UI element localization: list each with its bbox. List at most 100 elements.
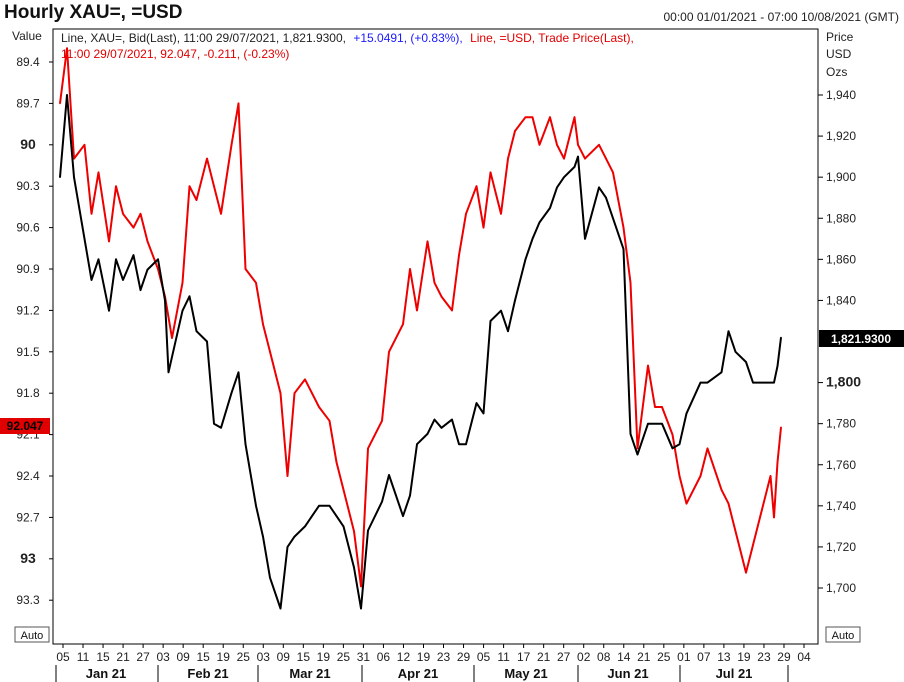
left-current-badge bbox=[0, 418, 50, 434]
usd-point bbox=[482, 226, 485, 229]
xau-point bbox=[531, 238, 534, 240]
left-auto-button[interactable] bbox=[14, 626, 50, 643]
xau-point bbox=[97, 258, 100, 261]
right-axis-title-2: USD bbox=[826, 47, 852, 61]
xau-point bbox=[83, 238, 86, 240]
usd-point bbox=[538, 144, 541, 146]
usd-point bbox=[500, 213, 502, 215]
usd-point bbox=[353, 530, 355, 532]
xau-point bbox=[661, 422, 663, 425]
usd-point bbox=[230, 144, 233, 146]
xau-point bbox=[720, 371, 723, 374]
xau-point bbox=[780, 336, 782, 339]
right-tick-label: 1,920 bbox=[826, 129, 856, 143]
x-tick-label: 21 bbox=[116, 650, 130, 664]
x-tick-label: 27 bbox=[557, 650, 571, 664]
xau-point bbox=[769, 381, 772, 384]
left-tick-label: 91.2 bbox=[16, 303, 40, 317]
left-auto-label: Auto bbox=[21, 630, 44, 642]
x-tick-label: 06 bbox=[377, 650, 391, 664]
left-tick-label: 93 bbox=[20, 550, 36, 566]
x-tick-label: 29 bbox=[777, 650, 791, 664]
xau-point bbox=[514, 299, 516, 302]
usd-point bbox=[409, 268, 411, 270]
xau-point bbox=[538, 221, 541, 224]
xau-point bbox=[584, 238, 586, 240]
usd-point bbox=[195, 199, 198, 201]
usd-point bbox=[328, 420, 331, 422]
right-current-badge bbox=[819, 330, 904, 347]
x-tick-label: 08 bbox=[597, 650, 611, 664]
xau-point bbox=[734, 351, 737, 353]
month-label: Jan 21 bbox=[86, 666, 126, 681]
xau-point bbox=[489, 320, 492, 322]
xau-point bbox=[255, 505, 257, 507]
xau-point bbox=[90, 279, 93, 281]
usd-point bbox=[577, 144, 579, 146]
left-current-value: 92.047 bbox=[7, 419, 44, 433]
xau-point bbox=[139, 289, 142, 291]
usd-point bbox=[279, 392, 282, 395]
usd-point bbox=[181, 282, 184, 284]
x-tick-label: 21 bbox=[537, 650, 551, 664]
xau-point bbox=[440, 427, 443, 429]
usd-point bbox=[647, 364, 649, 367]
x-tick-label: 13 bbox=[717, 650, 731, 664]
usd-point bbox=[524, 116, 527, 118]
right-tick-label: 1,860 bbox=[826, 252, 856, 266]
xau-point bbox=[416, 443, 418, 446]
xau-point bbox=[433, 418, 436, 421]
usd-point bbox=[458, 254, 460, 256]
usd-point bbox=[622, 226, 625, 229]
right-axis-title-1: Price bbox=[826, 30, 854, 44]
xau-point bbox=[727, 330, 730, 333]
xau-point bbox=[360, 607, 362, 610]
usd-point bbox=[139, 213, 142, 215]
xau-point bbox=[752, 381, 754, 384]
left-tick-label: 90.3 bbox=[16, 179, 40, 193]
usd-point bbox=[636, 447, 639, 450]
xau-point bbox=[146, 268, 149, 271]
usd-point bbox=[685, 502, 688, 505]
xau-point bbox=[269, 576, 271, 579]
xau-point bbox=[500, 309, 502, 312]
x-tick-label: 23 bbox=[757, 650, 771, 664]
xau-point bbox=[402, 515, 404, 517]
xau-point bbox=[335, 515, 338, 517]
xau-point bbox=[556, 186, 558, 189]
usd-point bbox=[426, 240, 429, 243]
xau-point bbox=[409, 494, 411, 497]
x-tick-label: 25 bbox=[237, 650, 251, 664]
usd-point bbox=[440, 295, 443, 298]
usd-point bbox=[769, 475, 772, 477]
xau-point bbox=[304, 525, 306, 528]
usd-point bbox=[584, 157, 586, 160]
xau-point bbox=[573, 166, 576, 168]
plot-area bbox=[52, 28, 819, 645]
right-tick-label: 1,740 bbox=[826, 499, 856, 513]
usd-point bbox=[489, 171, 492, 174]
usd-point bbox=[416, 309, 418, 312]
usd-point bbox=[157, 268, 159, 270]
usd-point bbox=[556, 144, 558, 146]
right-tick-label: 1,840 bbox=[826, 293, 856, 307]
usd-point bbox=[206, 157, 208, 160]
usd-point bbox=[132, 226, 135, 229]
xau-point bbox=[328, 505, 331, 507]
month-label: Jun 21 bbox=[607, 666, 648, 681]
xau-point bbox=[451, 418, 453, 421]
usd-point bbox=[342, 489, 345, 491]
usd-point bbox=[146, 240, 149, 243]
xau-point bbox=[181, 309, 184, 312]
usd-point bbox=[360, 585, 362, 588]
legend-line-2: 11:00 29/07/2021, 92.047, -0.211, (-0.23… bbox=[61, 47, 289, 61]
right-auto-button[interactable] bbox=[825, 626, 861, 643]
xau-point bbox=[773, 381, 775, 384]
right-tick-label: 1,700 bbox=[826, 581, 856, 595]
xau-point bbox=[66, 94, 68, 96]
usd-point bbox=[573, 116, 576, 118]
usd-point bbox=[514, 130, 516, 132]
xau-point bbox=[563, 176, 565, 178]
x-tick-label: 03 bbox=[257, 650, 271, 664]
